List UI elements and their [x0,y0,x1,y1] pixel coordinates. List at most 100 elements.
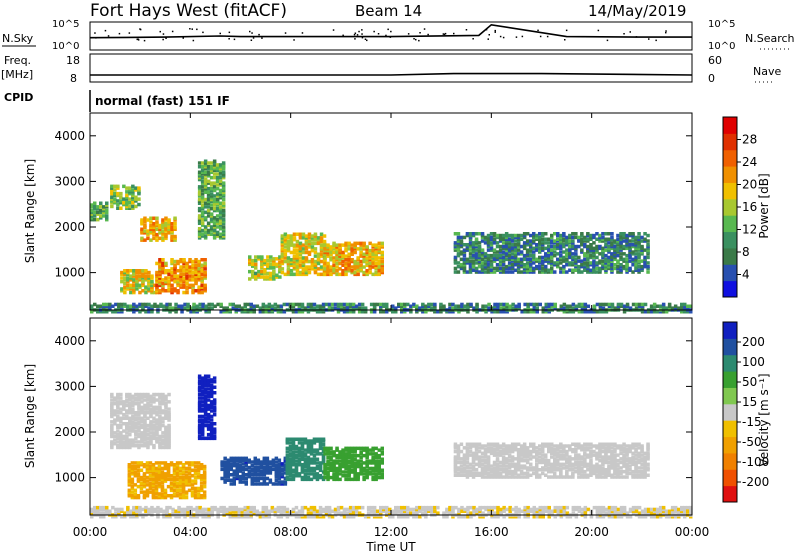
heatmap-cell [516,448,521,452]
heatmap-cell [266,264,270,268]
heatmap-cell [283,237,288,242]
heatmap-cell [380,475,384,480]
heatmap-cell [206,407,211,411]
heatmap-cell [643,257,647,262]
heatmap-cell [501,268,506,272]
heatmap-cell [516,263,521,267]
heatmap-cell [353,272,357,277]
heatmap-cell [209,427,214,431]
heatmap-cell [529,468,533,472]
heatmap-cell [371,477,375,482]
heatmap-cell [471,457,476,461]
heatmap-cell [634,268,638,272]
heatmap-cell [359,450,363,454]
heatmap-cell [562,264,566,269]
heatmap-cell [513,261,518,265]
heatmap-cell [592,248,596,252]
heatmap-cell [134,396,138,400]
heatmap-cell [326,252,330,256]
noise-point [442,33,445,35]
heatmap-cell [619,248,623,252]
heatmap-cell [529,449,533,454]
heatmap-cell [427,304,431,308]
heatmap-cell [130,466,135,471]
heatmap-cell [152,427,156,431]
heatmap-cell [119,423,123,428]
heatmap-cell [120,287,124,291]
heatmap-cell [99,205,103,209]
heatmap-cell [197,174,202,178]
heatmap-cell [178,488,183,493]
heatmap-cell [619,246,623,251]
heatmap-cell [640,266,644,271]
heatmap-cell [477,259,482,263]
heatmap-cell [541,442,545,446]
heatmap-cell [468,259,473,263]
heatmap-cell [474,255,479,260]
heatmap-cell [529,253,533,258]
heatmap-cell [589,244,593,249]
heatmap-cell [532,466,536,470]
heatmap-cell [298,248,303,253]
heatmap-cell [637,264,641,269]
heatmap-cell [259,473,264,477]
heatmap-cell [176,261,180,266]
heatmap-cell [158,445,162,450]
heatmap-cell [160,466,165,471]
heatmap-cell [492,241,497,245]
heatmap-cell [664,306,669,310]
heatmap-cell [592,310,597,314]
heatmap-cell [312,457,317,461]
heatmap-cell [105,310,109,314]
heatmap-cell [456,243,461,247]
heatmap-cell [280,259,285,264]
heatmap-cell [351,306,356,310]
heatmap-cell [151,477,156,482]
heatmap-cell [120,302,124,307]
heatmap-cell [592,250,596,254]
heatmap-cell [161,223,165,228]
heatmap-cell [529,310,533,314]
heatmap-cell [153,302,157,307]
heatmap-cell [212,216,217,220]
heatmap-cell [99,310,103,314]
noise-point [128,32,131,34]
heatmap-cell [152,407,156,411]
heatmap-cell [501,252,506,256]
heatmap-cell [359,241,363,246]
heatmap-cell [344,452,348,456]
heatmap-cell [212,166,217,171]
heatmap-cell [139,477,144,482]
heatmap-cell [200,223,205,227]
heatmap-cell [307,252,312,256]
heatmap-cell [192,304,196,308]
heatmap-cell [637,259,641,263]
heatmap-cell [332,453,336,458]
heatmap-cell [129,290,133,295]
heatmap-cell [125,423,129,428]
heatmap-cell [268,471,273,475]
heatmap-cell [477,464,482,468]
heatmap-cell [288,448,293,452]
heatmap-cell [244,480,248,484]
heatmap-cell [265,463,270,468]
heatmap-cell [119,407,123,411]
heatmap-cell [513,255,518,260]
heatmap-cell [116,440,120,444]
heatmap-cell [260,258,264,263]
heatmap-cell [209,161,214,165]
noise-point [494,31,496,33]
heatmap-cell [335,272,339,277]
heatmap-cell [465,257,470,262]
heatmap-cell [312,461,317,465]
heatmap-cell [206,181,211,185]
heatmap-cell [209,214,214,218]
heatmap-cell [165,304,169,308]
heatmap-cell [628,306,633,310]
heatmap-cell [356,267,360,271]
heatmap-cell [335,455,339,460]
heatmap-cell [110,394,114,399]
heatmap-cell [191,283,195,288]
heatmap-cell [610,268,614,272]
heatmap-cell [483,241,488,245]
